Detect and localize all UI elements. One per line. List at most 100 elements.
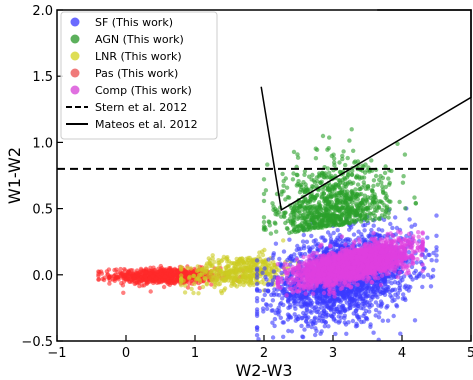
data-point (209, 282, 214, 287)
data-point (261, 215, 267, 220)
data-point (349, 206, 355, 211)
data-point (270, 298, 276, 303)
data-point (286, 298, 291, 303)
data-point (179, 276, 184, 281)
data-point (125, 277, 130, 282)
data-point (138, 266, 144, 272)
data-point (325, 199, 331, 204)
data-point (215, 266, 220, 271)
data-point (254, 325, 260, 330)
data-point (254, 272, 260, 277)
data-point (304, 239, 310, 244)
data-point (200, 284, 206, 290)
data-point (352, 160, 357, 165)
data-point (309, 300, 315, 305)
data-point (431, 267, 436, 273)
data-point (197, 285, 202, 291)
data-point (130, 268, 135, 273)
data-point (371, 330, 376, 335)
data-point (355, 306, 360, 311)
data-point (367, 169, 372, 174)
data-point (124, 272, 130, 277)
data-point (374, 208, 379, 213)
data-point (161, 284, 167, 290)
data-point (325, 194, 331, 200)
data-point (407, 217, 412, 222)
data-point (276, 310, 281, 315)
data-point (294, 247, 299, 253)
data-point (357, 174, 362, 180)
data-point (380, 207, 385, 213)
data-point (327, 135, 332, 140)
data-point (261, 177, 267, 182)
data-point (262, 247, 267, 253)
data-point (268, 282, 274, 287)
data-point (323, 320, 328, 325)
data-point (325, 147, 330, 152)
data-point (312, 306, 317, 311)
data-point (383, 211, 388, 216)
data-point (96, 277, 101, 282)
data-point (239, 261, 244, 266)
data-point (259, 280, 264, 285)
data-point (367, 211, 372, 216)
data-point (267, 223, 272, 228)
data-point (120, 271, 125, 276)
data-point (152, 267, 157, 273)
data-point (333, 184, 338, 190)
data-point (284, 293, 289, 298)
data-point (334, 191, 339, 196)
data-point (430, 274, 436, 279)
data-point (319, 195, 324, 200)
data-point (315, 219, 321, 224)
data-point (344, 331, 349, 336)
data-point (172, 280, 177, 286)
data-point (357, 297, 362, 302)
data-point (400, 296, 406, 301)
data-point (209, 277, 214, 283)
data-point (380, 200, 385, 205)
data-point (331, 156, 337, 161)
data-point (303, 318, 309, 324)
data-point (347, 227, 352, 232)
data-point (341, 294, 346, 300)
data-point (183, 283, 188, 288)
data-point (412, 318, 418, 323)
data-point (244, 268, 249, 273)
data-point (270, 335, 276, 340)
data-point (182, 290, 188, 295)
data-point (317, 205, 322, 210)
data-point (162, 274, 168, 279)
data-point (285, 194, 291, 200)
data-point (307, 174, 312, 179)
data-point (121, 290, 126, 295)
data-point (221, 254, 227, 260)
data-point (204, 282, 210, 287)
data-point (295, 316, 301, 322)
data-point (268, 231, 274, 236)
data-point (345, 155, 350, 161)
data-point (260, 252, 266, 258)
data-point (292, 296, 297, 301)
data-point (403, 283, 408, 288)
data-point (352, 298, 358, 303)
data-point (278, 315, 283, 320)
data-point (197, 278, 203, 284)
data-point (283, 220, 288, 226)
data-point (295, 243, 300, 249)
data-point (317, 211, 322, 217)
data-point (210, 253, 215, 258)
data-point (289, 329, 295, 334)
data-point (301, 254, 306, 260)
data-point (281, 249, 287, 254)
data-point (425, 235, 430, 240)
data-point (342, 308, 348, 314)
data-point (406, 288, 411, 293)
data-point (283, 176, 288, 181)
data-point (150, 274, 155, 279)
data-point (260, 297, 266, 303)
data-point (228, 261, 234, 266)
data-point (425, 272, 431, 278)
data-point (287, 237, 292, 242)
data-point (397, 199, 402, 205)
